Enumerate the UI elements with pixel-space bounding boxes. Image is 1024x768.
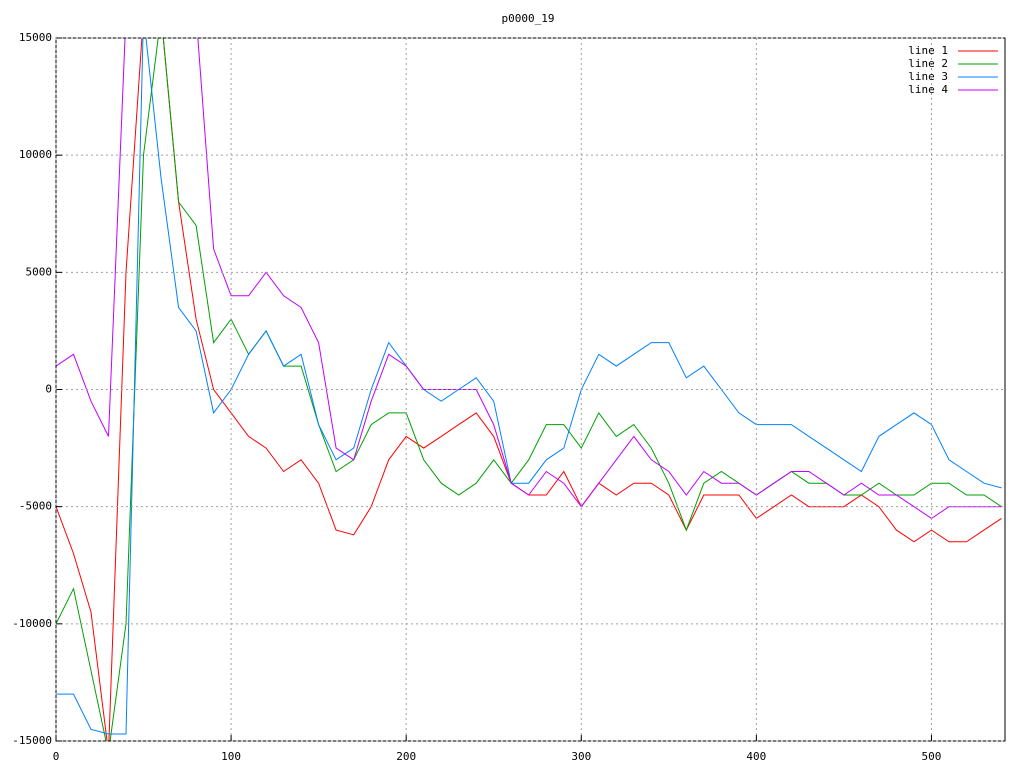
y-tick-label: -15000 [12, 734, 52, 747]
legend-label: line 2 [908, 57, 948, 70]
x-tick-label: 300 [571, 750, 591, 763]
y-tick-label: 15000 [19, 31, 52, 44]
y-tick-label: -5000 [19, 500, 52, 513]
chart-title: p0000_19 [502, 12, 555, 25]
y-tick-label: 0 [45, 383, 52, 396]
x-tick-label: 100 [221, 750, 241, 763]
x-tick-label: 0 [53, 750, 60, 763]
legend-label: line 4 [908, 83, 948, 96]
legend-label: line 3 [908, 70, 948, 83]
x-tick-label: 400 [746, 750, 766, 763]
y-tick-label: -10000 [12, 617, 52, 630]
plot-lines [56, 38, 1002, 741]
x-tick-label: 500 [922, 750, 942, 763]
legend-label: line 1 [908, 44, 948, 57]
y-tick-label: 10000 [19, 148, 52, 161]
y-tick-label: 5000 [26, 265, 53, 278]
data-line [56, 38, 1002, 520]
x-tick-label: 200 [396, 750, 416, 763]
data-line [56, 38, 1002, 735]
